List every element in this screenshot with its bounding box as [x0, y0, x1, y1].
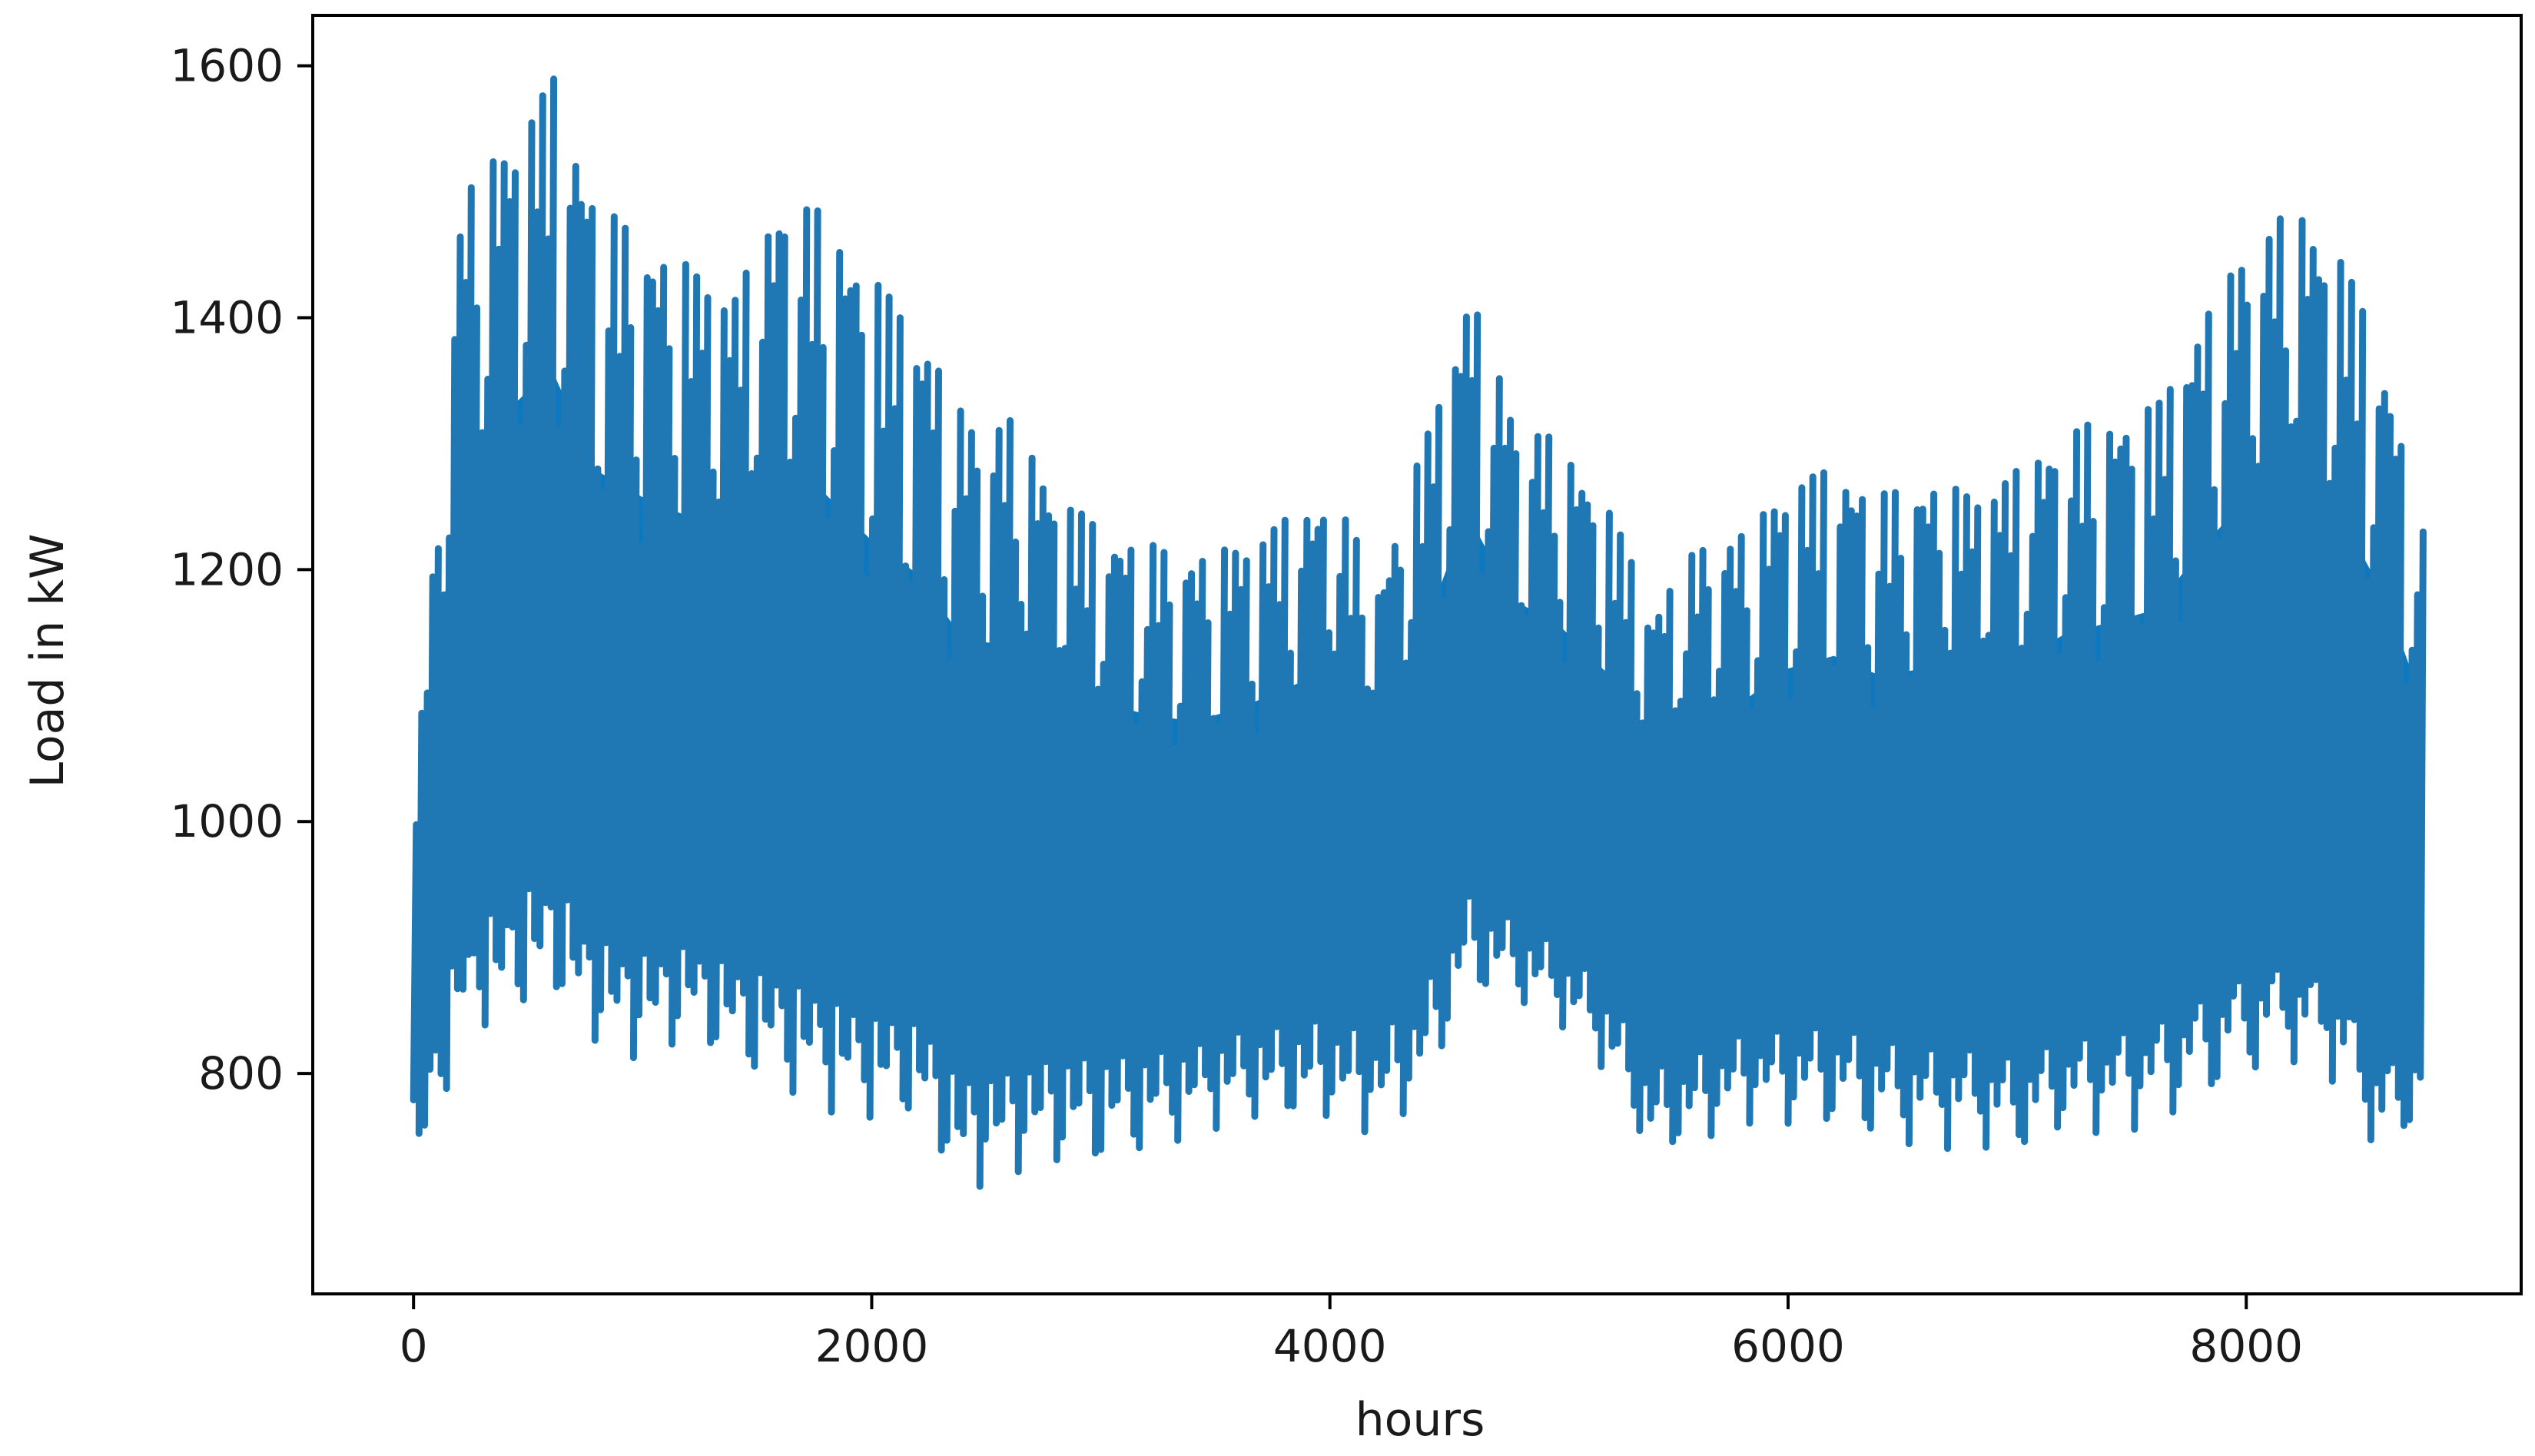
plot-frame: [311, 14, 2523, 1295]
y-tick-label: 1600: [170, 40, 284, 92]
x-tick-label: 8000: [2189, 1320, 2303, 1372]
y-tick-label: 1000: [170, 795, 284, 847]
y-tick-label: 800: [198, 1047, 284, 1099]
y-axis: 800 1000 1200 1400 1600: [170, 40, 313, 1099]
x-axis-label: hours: [1355, 1393, 1485, 1447]
x-tick-label: 4000: [1273, 1320, 1387, 1372]
y-tick-label: 1200: [170, 543, 284, 595]
x-tick-label: 2000: [815, 1320, 929, 1372]
x-tick-label: 6000: [1731, 1320, 1845, 1372]
series-load-line: [410, 75, 2427, 1190]
x-axis: 0 2000 4000 6000 8000: [400, 1294, 2303, 1372]
plot-area: [410, 75, 2427, 1190]
y-tick-label: 1400: [170, 291, 284, 343]
y-axis-label: Load in kW: [21, 534, 75, 788]
x-tick-label: 0: [400, 1320, 428, 1372]
